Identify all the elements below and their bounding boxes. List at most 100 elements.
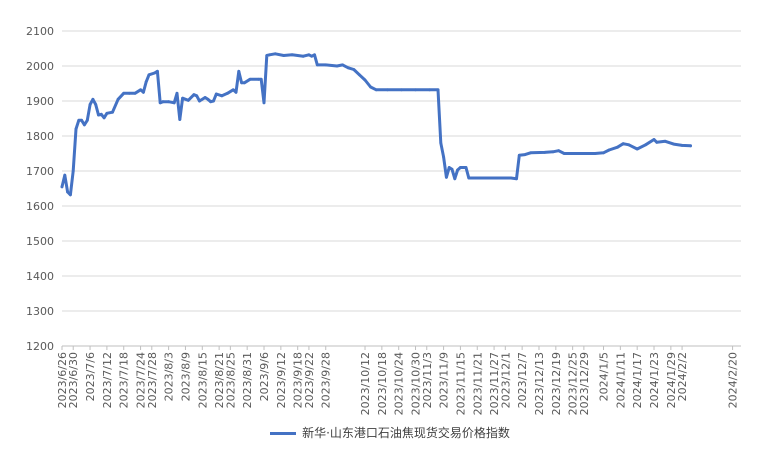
x-tick-label: 2023/8/15 [196, 352, 209, 408]
data-point [178, 118, 182, 121]
x-tick-label: 2024/1/29 [665, 352, 678, 408]
y-tick-label: 2100 [26, 25, 54, 38]
x-tick-label: 2024/1/11 [614, 352, 627, 408]
data-point [635, 147, 639, 151]
data-point [102, 116, 106, 120]
series-line [60, 52, 692, 197]
y-tick-label: 2000 [26, 60, 54, 73]
data-point [436, 88, 440, 92]
data-point [243, 81, 246, 85]
data-point [144, 80, 148, 84]
x-tick-label: 2023/11/15 [454, 352, 467, 415]
x-tick-label: 2023/12/1 [499, 352, 512, 408]
data-point [456, 168, 459, 172]
data-point [97, 113, 100, 117]
x-tick-label: 2024/1/5 [598, 352, 611, 401]
data-point [88, 103, 92, 106]
x-tick-label: 2023/9/28 [320, 352, 333, 408]
data-point [495, 176, 499, 180]
data-point [450, 167, 454, 171]
x-tick-label: 2023/10/18 [376, 352, 389, 415]
data-point [672, 142, 676, 146]
x-tick-label: 2023/10/12 [359, 352, 372, 415]
data-point [198, 99, 201, 103]
data-point [301, 54, 305, 58]
data-point [74, 127, 78, 131]
data-point [459, 166, 462, 169]
data-point [172, 101, 176, 105]
data-point [551, 150, 555, 154]
data-point [257, 77, 260, 81]
data-point [167, 100, 171, 104]
data-point [627, 143, 631, 147]
data-point [94, 103, 98, 106]
data-point [307, 53, 311, 57]
x-tick-label: 2024/2/2 [676, 352, 689, 401]
data-point [341, 63, 344, 67]
data-point [105, 111, 109, 115]
data-point [602, 151, 605, 155]
data-point [621, 142, 625, 146]
data-point [582, 152, 586, 155]
data-point [310, 54, 314, 58]
data-point [122, 91, 126, 95]
x-tick-label: 2023/9/18 [292, 352, 305, 408]
data-point [71, 169, 75, 173]
x-tick-label: 2024/2/20 [727, 352, 740, 408]
data-point [680, 144, 684, 147]
legend: 新华·山东港口石油焦现货交易价格指数 [0, 424, 780, 441]
data-point [116, 97, 120, 101]
data-point [346, 66, 350, 70]
data-point [161, 100, 165, 104]
data-point [142, 90, 145, 94]
data-point [414, 88, 417, 92]
data-point [428, 88, 431, 92]
data-point [234, 90, 238, 94]
data-point [186, 98, 190, 102]
series-layer [60, 52, 692, 197]
data-point [248, 77, 252, 81]
data-point [192, 93, 196, 97]
data-point [467, 176, 471, 180]
x-tick-label: 2023/8/25 [224, 352, 237, 408]
y-tick-label: 1200 [26, 340, 54, 353]
data-point [616, 145, 619, 149]
data-point [231, 88, 235, 92]
data-point [557, 149, 560, 153]
x-tick-label: 2023/6/30 [67, 352, 80, 408]
data-point [156, 69, 159, 73]
data-point [147, 73, 151, 77]
data-point [60, 185, 64, 189]
data-point [240, 81, 244, 85]
data-point [153, 71, 157, 75]
x-tick-label: 2023/8/31 [241, 352, 254, 408]
data-point [644, 143, 647, 147]
data-point [133, 91, 137, 95]
x-tick-label: 2024/1/17 [631, 352, 644, 408]
data-point [607, 148, 611, 152]
data-point [91, 97, 95, 101]
data-point [515, 177, 518, 181]
data-point [523, 153, 527, 157]
data-point [445, 175, 448, 179]
y-tick-label: 1700 [26, 165, 54, 178]
y-tick-label: 1300 [26, 305, 54, 318]
y-tick-label: 1600 [26, 200, 54, 213]
data-point [206, 97, 210, 101]
data-point [273, 52, 277, 56]
data-point [226, 91, 229, 95]
data-point [663, 139, 667, 143]
data-point [66, 190, 69, 194]
data-point [689, 144, 692, 148]
data-point [214, 92, 218, 96]
x-tick-label: 2023/12/29 [578, 352, 591, 415]
data-point [268, 53, 271, 57]
data-point [85, 118, 89, 122]
data-point [352, 68, 356, 71]
data-point [315, 63, 319, 67]
x-tick-label: 2023/7/6 [84, 352, 97, 401]
data-point [478, 176, 482, 180]
x-tick-label: 2023/12/7 [516, 352, 529, 408]
y-axis-ticks: 1200 1300 1400 1500 1600 1700 1800 1900 2000 2100 [26, 25, 54, 353]
